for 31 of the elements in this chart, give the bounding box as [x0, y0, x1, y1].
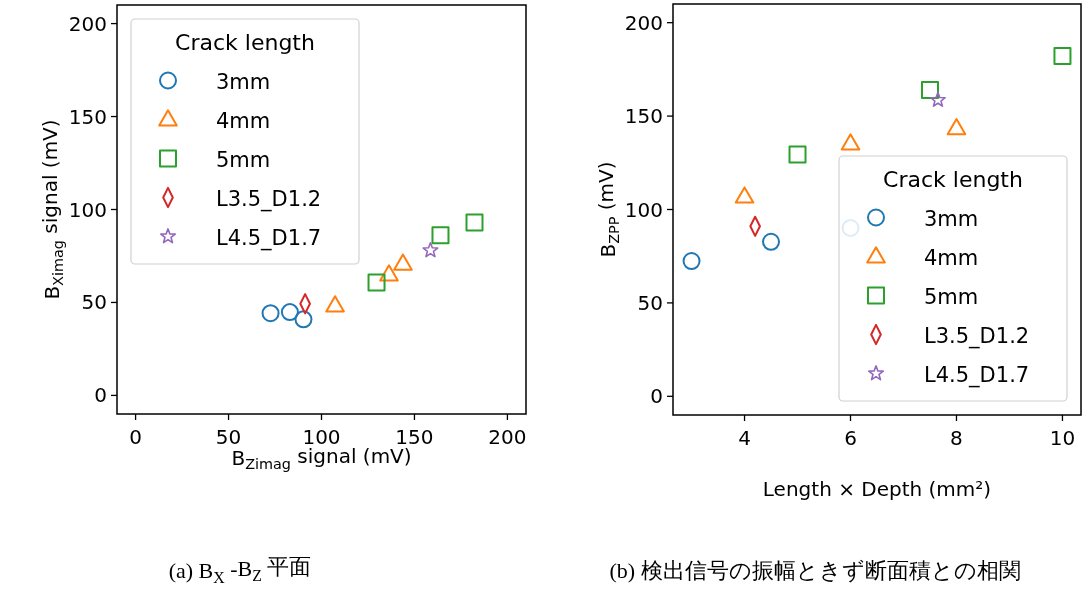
legend-label: 3mm — [924, 206, 979, 231]
text: (a) B$_{X}$ -B$_{Z}$ 平面 — [168, 554, 312, 586]
x-tick-label: 0 — [129, 425, 142, 449]
y-tick-label: 100 — [624, 197, 663, 222]
legend-label: L3.5_D1.2 — [924, 323, 1030, 349]
x-tick-label: 200 — [488, 425, 527, 449]
x-tick-label: 6 — [844, 426, 857, 450]
y-tick-label: 0 — [94, 383, 107, 408]
y-tick-label: 0 — [650, 384, 663, 409]
legend-label: 4mm — [924, 245, 979, 270]
legend-label: L3.5_D1.2 — [216, 186, 322, 212]
legend-label: L4.5_D1.7 — [924, 362, 1030, 388]
x-tick-label: 10 — [1049, 426, 1076, 450]
y-tick-label: 200 — [624, 10, 663, 35]
y-tick-label: 200 — [68, 11, 107, 36]
y-tick-label: 100 — [68, 197, 107, 222]
text: (b) 検出信号の振幅ときず断面積との相関 — [609, 558, 1021, 583]
legend-label: 4mm — [216, 108, 271, 133]
legend-label: 3mm — [216, 69, 271, 94]
legend-label: 5mm — [216, 147, 271, 172]
x-tick-label: 8 — [950, 426, 963, 450]
legend-label: L4.5_D1.7 — [216, 225, 322, 251]
y-tick-label: 50 — [81, 290, 107, 315]
legend-label: 5mm — [924, 284, 979, 309]
y-tick-label: 150 — [68, 104, 107, 129]
y-tick-label: 50 — [637, 290, 663, 315]
legend-title: Crack length — [175, 30, 315, 55]
y-tick-label: 150 — [624, 104, 663, 129]
legend-title: Crack length — [883, 167, 1023, 192]
x-tick-label: 4 — [738, 426, 751, 450]
x-axis-title: Length × Depth (mm²) — [762, 477, 992, 501]
